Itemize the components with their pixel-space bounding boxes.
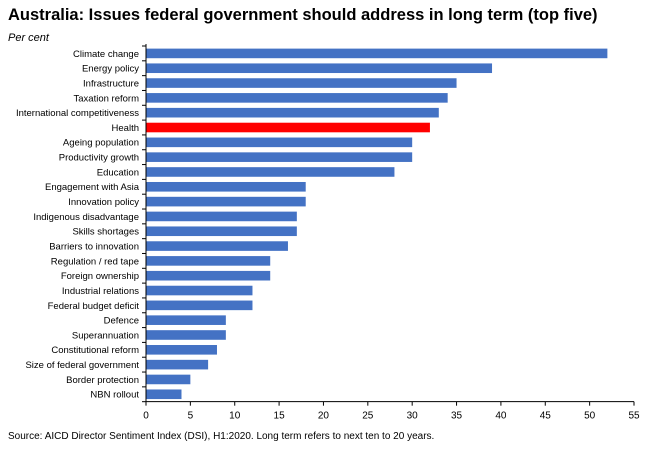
bar bbox=[146, 256, 271, 266]
chart-title: Australia: Issues federal government sho… bbox=[8, 6, 598, 24]
bar bbox=[146, 152, 413, 162]
category-label: Regulation / red tape bbox=[51, 256, 139, 267]
category-label: Innovation policy bbox=[68, 197, 139, 208]
category-label: NBN rollout bbox=[90, 390, 139, 401]
bar-chart: Climate change Energy policy Infrastructur… bbox=[16, 44, 640, 422]
category-label: Climate change bbox=[73, 49, 139, 60]
category-label: Ageing population bbox=[63, 138, 139, 149]
bar bbox=[146, 107, 439, 118]
category-label: Health bbox=[112, 123, 139, 134]
unit-label: Per cent bbox=[8, 32, 49, 44]
bar bbox=[146, 389, 182, 400]
bar bbox=[146, 137, 413, 148]
bar bbox=[146, 122, 430, 133]
bar bbox=[146, 78, 457, 88]
bar bbox=[146, 181, 306, 192]
bar bbox=[146, 241, 288, 251]
x-tick-label: 30 bbox=[407, 411, 419, 422]
category-label: Industrial relations bbox=[62, 286, 139, 297]
category-label: Energy policy bbox=[82, 64, 139, 75]
bar bbox=[146, 374, 191, 385]
bar bbox=[146, 300, 253, 311]
bar bbox=[146, 63, 493, 74]
category-label: Defence bbox=[104, 316, 139, 327]
bar bbox=[146, 315, 226, 325]
x-tick-label: 0 bbox=[143, 411, 149, 422]
bar bbox=[146, 330, 226, 340]
bar bbox=[146, 93, 448, 103]
x-tick-label: 25 bbox=[362, 411, 374, 422]
category-label: Taxation reform bbox=[74, 93, 140, 104]
category-label: Federal budget deficit bbox=[48, 301, 140, 312]
x-tick-label: 50 bbox=[584, 411, 596, 422]
category-label: Constitutional reform bbox=[51, 345, 139, 356]
x-tick-label: 10 bbox=[229, 411, 241, 422]
bar bbox=[146, 359, 209, 370]
x-tick-label: 5 bbox=[188, 411, 194, 422]
bar bbox=[146, 226, 297, 237]
bar bbox=[146, 196, 306, 207]
x-tick-label: 15 bbox=[274, 411, 286, 422]
category-label: Superannuation bbox=[72, 330, 139, 341]
category-label: Foreign ownership bbox=[61, 271, 139, 282]
category-label: Education bbox=[97, 167, 139, 178]
bar bbox=[146, 167, 395, 177]
x-tick-label: 55 bbox=[628, 411, 640, 422]
category-label: Engagement with Asia bbox=[45, 182, 140, 193]
category-label: Size of federal government bbox=[25, 360, 139, 371]
bar bbox=[146, 211, 297, 222]
category-label: Infrastructure bbox=[83, 78, 139, 89]
source-note: Source: AICD Director Sentiment Index (D… bbox=[8, 431, 435, 442]
x-tick-label: 45 bbox=[540, 411, 552, 422]
x-tick-label: 35 bbox=[451, 411, 463, 422]
bar bbox=[146, 270, 271, 281]
bar bbox=[146, 285, 253, 296]
x-tick-label: 40 bbox=[495, 411, 507, 422]
category-label: Skills shortages bbox=[72, 227, 139, 238]
category-label: Indigenous disadvantage bbox=[33, 212, 139, 223]
category-label: Border protection bbox=[66, 375, 139, 386]
bar bbox=[146, 345, 217, 355]
x-tick-label: 20 bbox=[318, 411, 330, 422]
category-label: International competitiveness bbox=[16, 108, 139, 119]
bar bbox=[146, 48, 608, 59]
category-label: Productivity growth bbox=[59, 153, 139, 164]
category-label: Barriers to innovation bbox=[49, 241, 139, 252]
